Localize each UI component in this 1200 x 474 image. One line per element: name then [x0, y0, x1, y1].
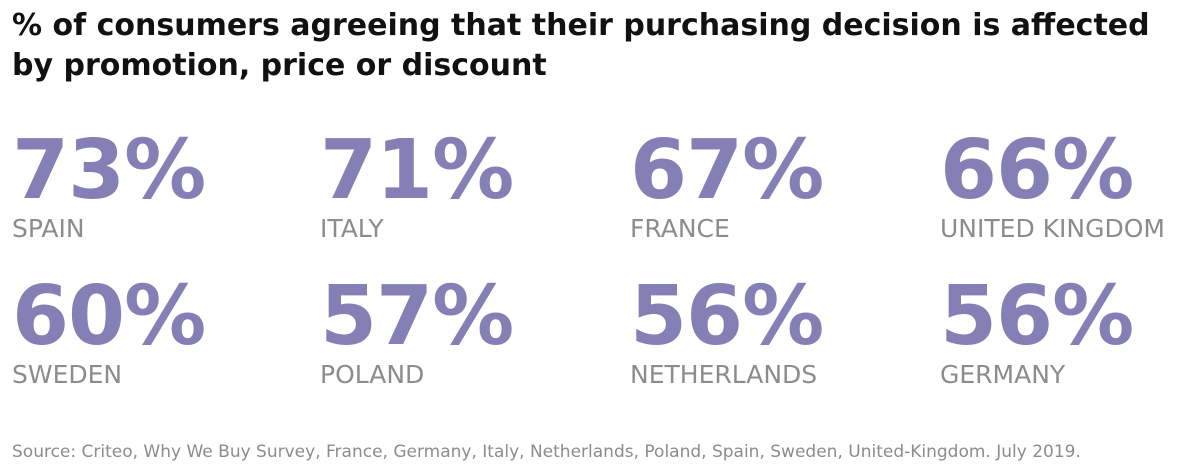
stat-label: ITALY	[320, 214, 384, 243]
stat-united-kingdom: 66% UNITED KINGDOM	[940, 126, 1200, 244]
stat-italy: 71% ITALY	[320, 126, 610, 244]
stat-label: FRANCE	[630, 214, 730, 243]
stat-value: 66%	[940, 123, 1134, 218]
stat-value: 67%	[630, 123, 824, 218]
source-note: Source: Criteo, Why We Buy Survey, Franc…	[12, 442, 1081, 462]
stat-value: 56%	[630, 269, 824, 364]
stat-label: NETHERLANDS	[630, 360, 818, 389]
stat-value: 73%	[12, 123, 206, 218]
stat-label: SWEDEN	[12, 360, 123, 389]
stat-label: SPAIN	[12, 214, 85, 243]
stat-spain: 73% SPAIN	[12, 126, 302, 244]
stat-poland: 57% POLAND	[320, 272, 610, 390]
stat-sweden: 60% SWEDEN	[12, 272, 302, 390]
stat-france: 67% FRANCE	[630, 126, 920, 244]
stat-value: 57%	[320, 269, 514, 364]
stat-label: POLAND	[320, 360, 425, 389]
stat-germany: 56% GERMANY	[940, 272, 1200, 390]
stat-value: 60%	[12, 269, 206, 364]
stat-netherlands: 56% NETHERLANDS	[630, 272, 920, 390]
stat-label: GERMANY	[940, 360, 1066, 389]
chart-title: % of consumers agreeing that their purch…	[12, 8, 1150, 83]
stat-value: 56%	[940, 269, 1134, 364]
stat-value: 71%	[320, 123, 514, 218]
stat-label: UNITED KINGDOM	[940, 214, 1165, 243]
